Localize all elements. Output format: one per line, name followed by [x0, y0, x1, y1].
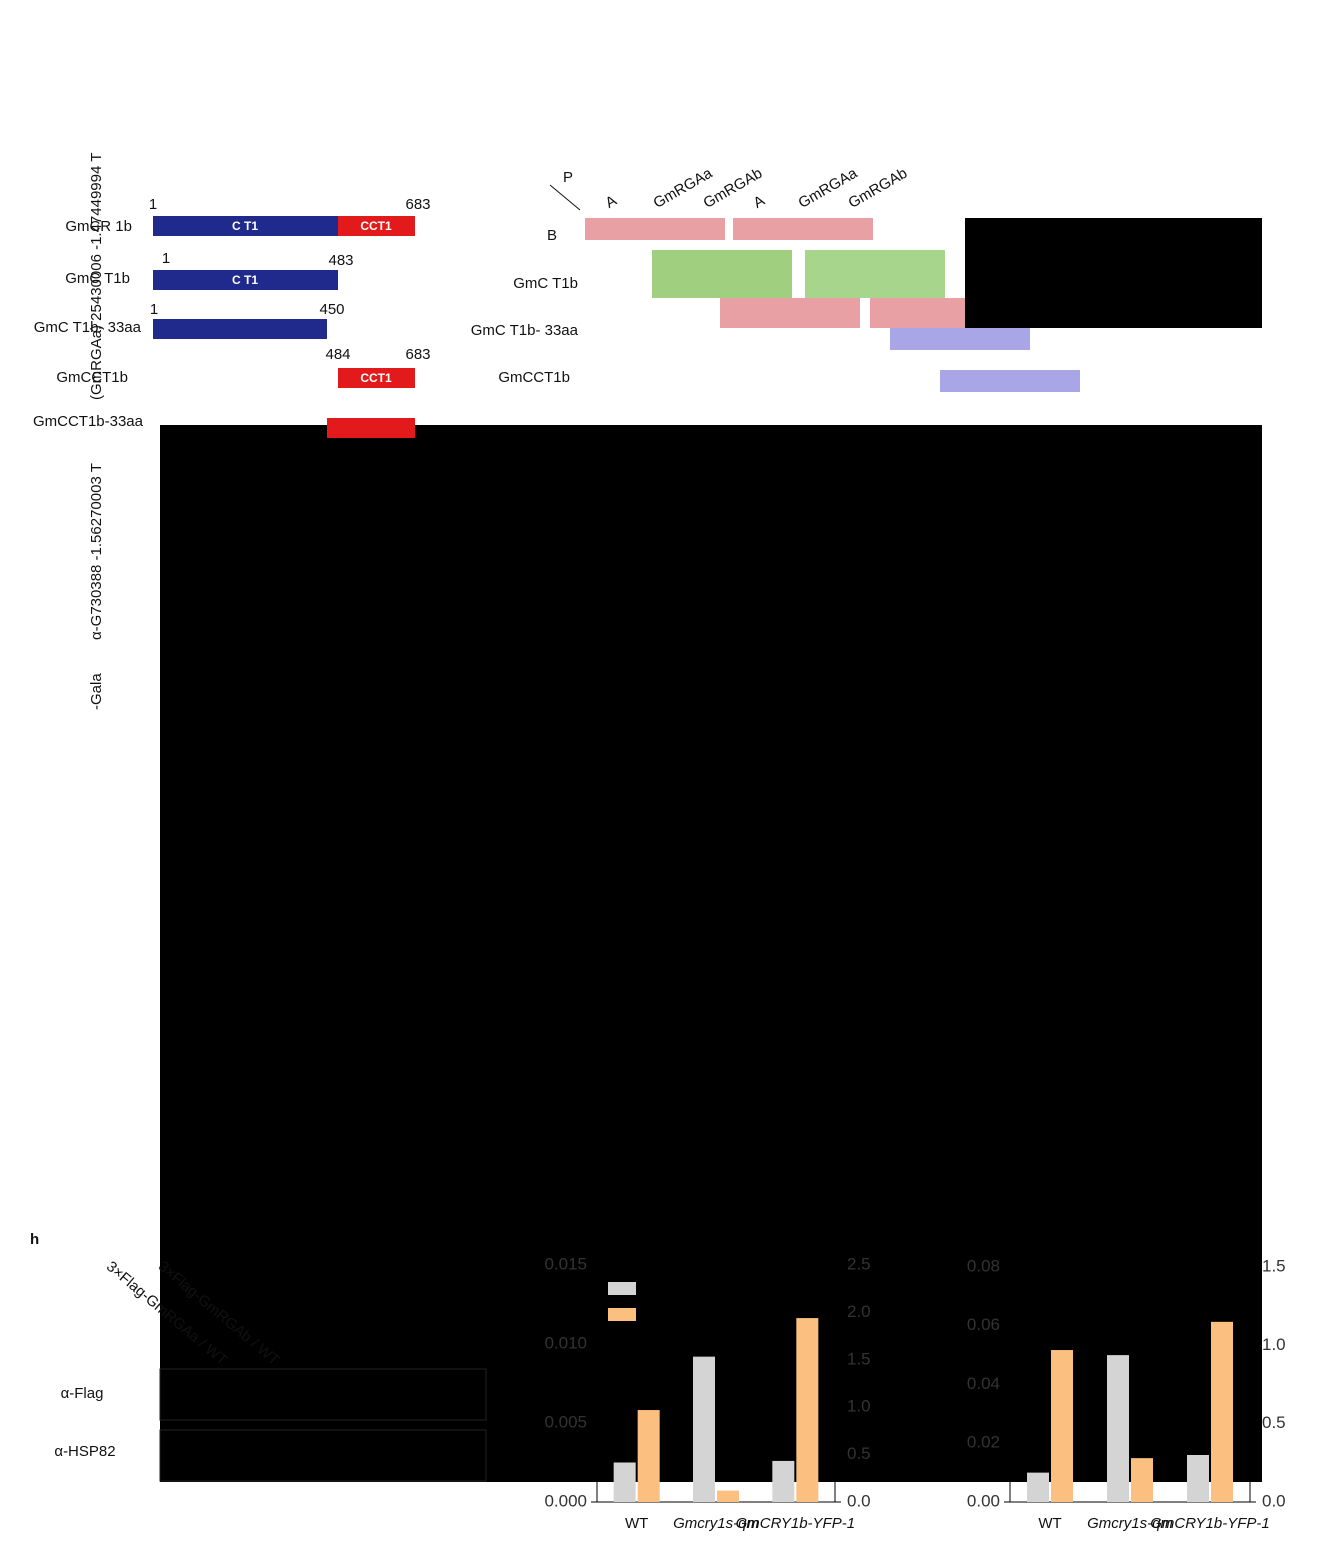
- bar: [796, 1318, 818, 1502]
- construct-label: GmC T1b- 33aa: [34, 319, 142, 336]
- y2-tick-label: 1.5: [1262, 1256, 1286, 1275]
- y-tick-label: 0.02: [967, 1433, 1000, 1452]
- blot-row-label: α-HSP82: [54, 1443, 115, 1460]
- x-tick-label: WT: [625, 1515, 648, 1532]
- construct-label: GmCR 1b: [65, 218, 132, 235]
- panel-letter: h: [30, 1231, 39, 1248]
- bar: [1131, 1458, 1153, 1502]
- construct-label: GmCCT1b-33aa: [33, 413, 144, 430]
- corner-line: [550, 185, 580, 210]
- bar: [1027, 1473, 1049, 1502]
- bar: [717, 1491, 739, 1502]
- y2-tick-label: 0.0: [1262, 1491, 1286, 1510]
- y-tick-label: 0.010: [544, 1333, 587, 1352]
- yeast-spots: [733, 218, 873, 240]
- y-tick-label: 0.015: [544, 1254, 587, 1273]
- y2-tick-label: 0.5: [1262, 1413, 1286, 1432]
- figure: α-G730388 -1.56270003 T (GmRGAa) 2543000…: [0, 0, 1322, 1540]
- y-tick-label: 0.06: [967, 1315, 1000, 1334]
- domain-bar: [153, 319, 327, 339]
- row-label: GmC T1b: [513, 275, 578, 292]
- bar: [614, 1463, 636, 1503]
- y-tick-label: 0.04: [967, 1374, 1000, 1393]
- y-tick-label: 0.000: [544, 1491, 587, 1510]
- yeast-spots: [940, 370, 1080, 392]
- bar: [1107, 1355, 1129, 1502]
- residue: 683: [405, 196, 430, 213]
- x-tick-label: GmCRY1b-YFP-1: [1150, 1515, 1269, 1532]
- domain-label: C T1: [232, 273, 258, 287]
- x-tick-label: WT: [1038, 1515, 1061, 1532]
- residue: 450: [319, 301, 344, 318]
- y-tick-label: 0.00: [967, 1491, 1000, 1510]
- y-tick-label: 0.005: [544, 1412, 587, 1431]
- side-label: α-G730388 -1.56270003 T: [88, 463, 105, 640]
- residue: 483: [328, 252, 353, 269]
- y2-tick-label: 1.0: [847, 1397, 871, 1416]
- bar: [772, 1461, 794, 1502]
- construct-label: GmCCT1b: [56, 369, 128, 386]
- row-label: GmCCT1b: [498, 369, 570, 386]
- y2-tick-label: 2.5: [847, 1254, 871, 1273]
- row-label: GmC T1b- 33aa: [471, 322, 579, 339]
- corner-label: P: [563, 169, 573, 186]
- y2-tick-label: 0.0: [847, 1491, 871, 1510]
- yeast-spots: [890, 328, 1030, 350]
- legend-swatch: [608, 1308, 636, 1321]
- yeast-spots: [652, 250, 792, 298]
- dark-image: [965, 218, 1262, 328]
- residue: 484: [325, 346, 350, 363]
- legend-swatch: [608, 1282, 636, 1295]
- yeast-spots: [805, 250, 945, 298]
- y2-tick-label: 2.0: [847, 1302, 871, 1321]
- bar: [638, 1410, 660, 1502]
- blot-row-label: α-Flag: [61, 1385, 104, 1402]
- residue: 1: [149, 196, 157, 213]
- x-tick-label: GmCRY1b-YFP-1: [736, 1515, 855, 1532]
- bar: [1187, 1455, 1209, 1502]
- residue: 1: [162, 250, 170, 267]
- domain-label: CCT1: [360, 371, 392, 385]
- domain-label: C T1: [232, 219, 258, 233]
- bar: [1211, 1322, 1233, 1502]
- domain-bar: [327, 418, 415, 438]
- y2-tick-label: 0.5: [847, 1444, 871, 1463]
- domain-label: CCT1: [360, 219, 392, 233]
- yeast-spots: [585, 218, 725, 240]
- column-label: A: [750, 192, 767, 212]
- residue: 1: [150, 301, 158, 318]
- column-label: A: [602, 192, 619, 212]
- dark-region: [160, 425, 1262, 1482]
- y-tick-label: 0.08: [967, 1256, 1000, 1275]
- side-label: -Gala: [88, 673, 105, 710]
- y2-tick-label: 1.5: [847, 1349, 871, 1368]
- construct-label: GmC T1b: [65, 270, 130, 287]
- bar: [1051, 1350, 1073, 1502]
- y2-tick-label: 1.0: [1262, 1335, 1286, 1354]
- row-label: B: [547, 227, 557, 244]
- residue: 683: [405, 346, 430, 363]
- yeast-spots: [720, 298, 860, 328]
- bar: [693, 1357, 715, 1502]
